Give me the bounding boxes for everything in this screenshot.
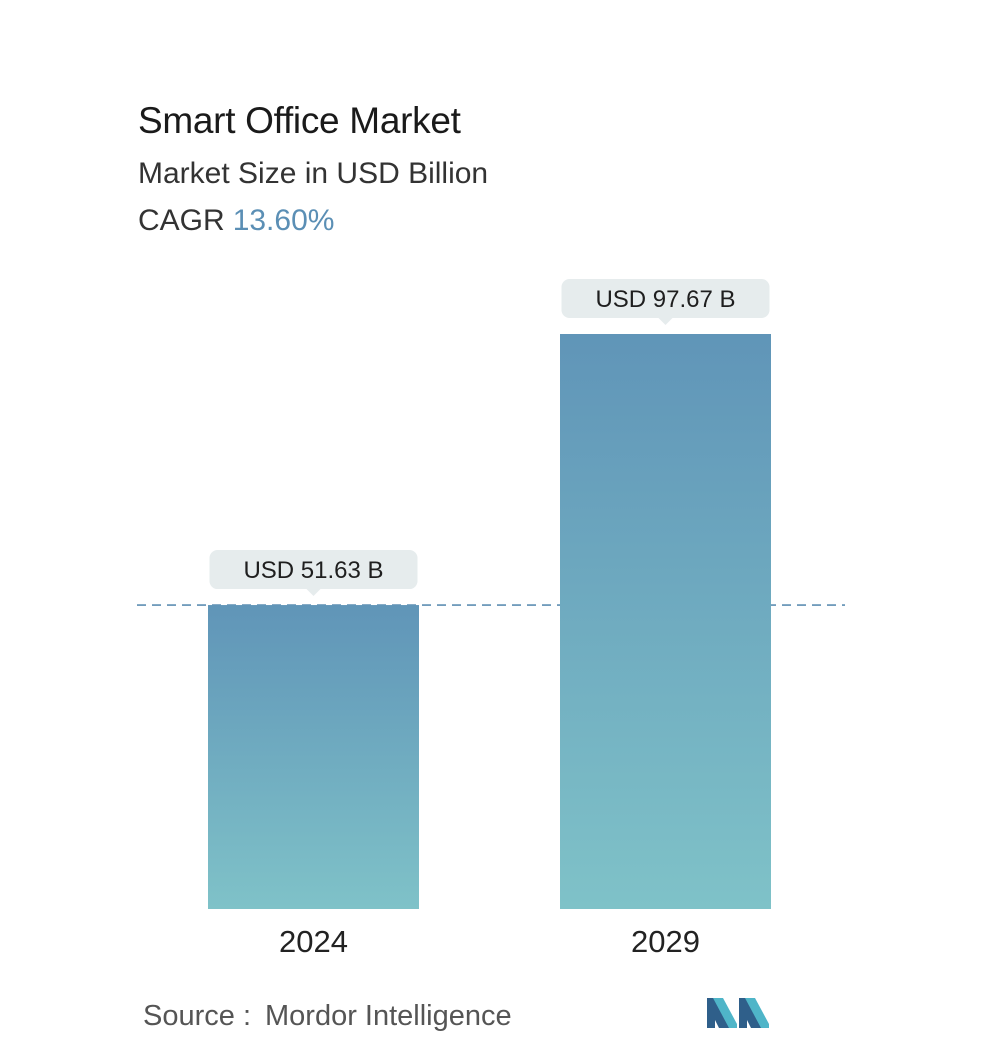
chart-subtitle: Market Size in USD Billion bbox=[138, 157, 489, 190]
x-tick-label-2029: 2029 bbox=[631, 924, 700, 959]
cagr-line: CAGR 13.60% bbox=[138, 204, 334, 238]
source-label: Source : bbox=[143, 1000, 251, 1032]
chart-title: Smart Office Market bbox=[138, 100, 461, 141]
data-label-2029: USD 97.67 B bbox=[595, 286, 735, 313]
data-label-2024: USD 51.63 B bbox=[243, 557, 383, 584]
cagr-value: 13.60% bbox=[232, 204, 335, 237]
data-label-bubble-2024 bbox=[209, 550, 418, 590]
data-label-bubble-2029 bbox=[561, 279, 770, 318]
x-tick-label-2024: 2024 bbox=[279, 924, 348, 959]
data-label-pointer-2029 bbox=[658, 318, 673, 325]
bar-2024 bbox=[208, 605, 419, 909]
mordor-intelligence-logo-icon bbox=[707, 998, 769, 1028]
data-label-pointer-2024 bbox=[306, 589, 321, 597]
source-note: Source : Mordor Intelligence bbox=[143, 1000, 512, 1033]
cagr-label: CAGR bbox=[138, 204, 225, 237]
source-name: Mordor Intelligence bbox=[265, 1000, 512, 1032]
bar-2029 bbox=[560, 334, 771, 909]
